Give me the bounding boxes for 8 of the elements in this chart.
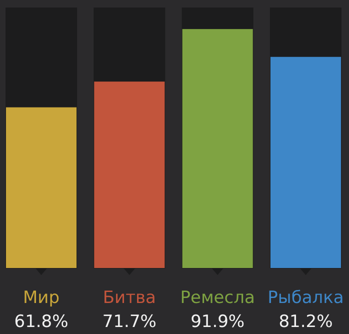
data-label: 91.9% bbox=[190, 312, 245, 332]
data-label: 81.2% bbox=[278, 312, 333, 332]
x-tick-label: Рыбалка bbox=[268, 288, 344, 308]
x-tick-label: Мир bbox=[23, 288, 60, 308]
data-label: 71.7% bbox=[102, 312, 156, 332]
data-label: 61.8% bbox=[14, 312, 68, 332]
x-tick-label: Ремесла bbox=[180, 288, 255, 308]
x-tick-label: Битва bbox=[102, 288, 156, 308]
